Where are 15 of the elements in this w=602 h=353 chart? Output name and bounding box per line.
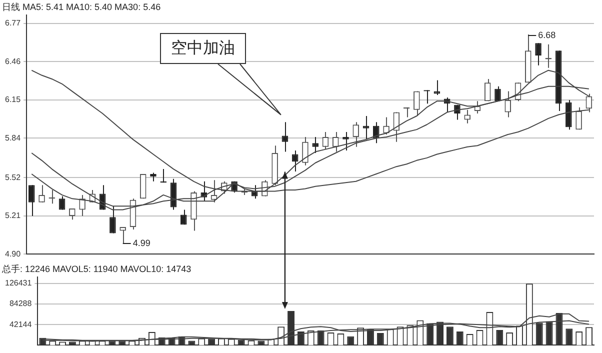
annotation: 6.68 (538, 30, 556, 40)
chart-title: 日线 MA5: 5.41 MA10: 5.40 MA30: 5.46 (2, 2, 161, 12)
chart-title: 总手: 12246 MAVOL5: 11940 MAVOL10: 14743 (1, 264, 192, 274)
y-tick-label: 126431 (4, 278, 32, 288)
annotation: 空中加油 (160, 33, 246, 64)
y-tick-label: 5.84 (4, 133, 22, 142)
y-tick-label: 6.46 (4, 56, 22, 66)
y-tick-label: 5.52 (4, 172, 22, 182)
y-tick-label: 4.90 (4, 249, 22, 258)
annotation: 4.99 (132, 238, 150, 248)
y-tick-label: 42144 (9, 320, 32, 329)
y-tick-label: 6.15 (4, 95, 22, 104)
y-tick-label: 5.21 (4, 211, 22, 220)
y-tick-label: 84288 (9, 299, 32, 308)
y-tick-label: 6.77 (4, 18, 22, 28)
